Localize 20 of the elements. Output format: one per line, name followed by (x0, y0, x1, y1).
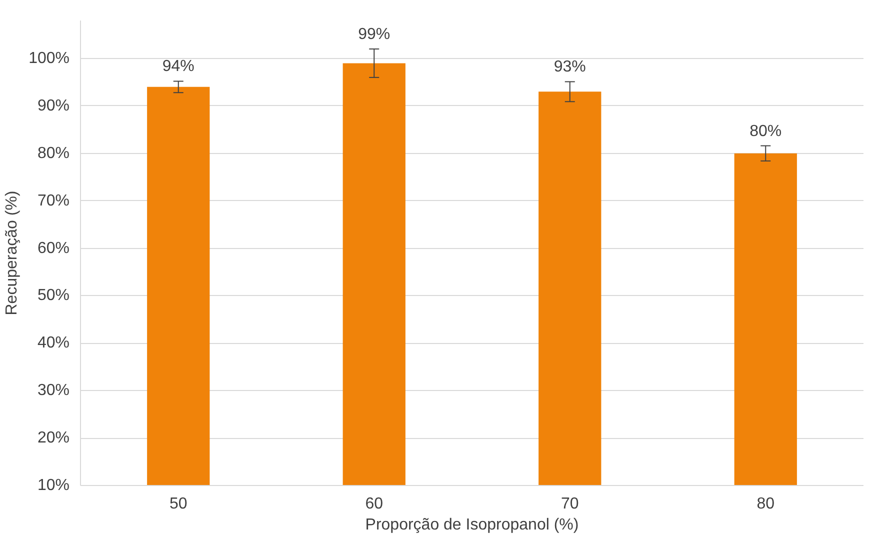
y-axis-title: Recuperação (%) (4, 190, 21, 316)
y-tick-label: 20% (37, 430, 70, 447)
y-tick-label: 80% (37, 144, 70, 162)
y-tick-label: 10% (37, 477, 70, 494)
data-label: 94% (162, 58, 194, 76)
data-label: 93% (554, 58, 586, 76)
x-tick-label: 60 (365, 496, 384, 512)
x-tick-label: 50 (169, 496, 188, 512)
x-tick-label: 80 (756, 496, 775, 512)
y-tick-label: 90% (37, 97, 70, 114)
data-label: 99% (358, 26, 390, 43)
y-tick-label: 60% (37, 240, 70, 257)
y-tick-label: 40% (37, 334, 70, 352)
x-axis-title: Proporção de Isopropanol (%) (365, 516, 579, 534)
y-tick-label: 70% (37, 192, 70, 210)
y-tick-label: 50% (37, 287, 70, 304)
data-label: 80% (750, 122, 782, 140)
y-tick-label: 100% (28, 50, 70, 67)
y-tick-label: 30% (37, 382, 70, 400)
x-tick-label: 70 (560, 496, 579, 512)
